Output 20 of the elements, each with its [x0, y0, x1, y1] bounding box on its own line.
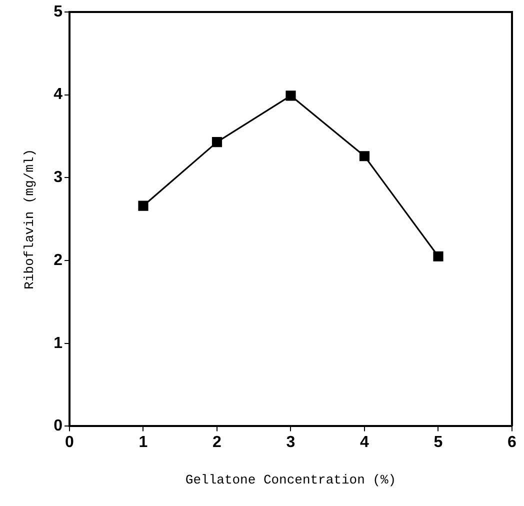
x-axis-title: Gellatone Concentration (%) [185, 472, 396, 488]
y-tick-label: 3 [54, 169, 63, 186]
x-tick-label: 5 [434, 434, 443, 452]
point [212, 137, 222, 148]
point [359, 151, 370, 162]
y-tick-label: 1 [54, 334, 63, 352]
x-tick-label: 0 [65, 434, 74, 452]
point [286, 90, 296, 101]
y-tick-label: 2 [54, 252, 63, 269]
y-tick-label: 0 [54, 418, 63, 435]
x-tick-label: 6 [508, 434, 517, 452]
y-tick-label: 5 [54, 3, 63, 20]
y-tick-label: 4 [54, 86, 63, 104]
x-tick-label: 4 [360, 434, 370, 452]
x-tick-label: 2 [212, 434, 222, 452]
point [138, 200, 148, 211]
x-tick-label: 3 [286, 434, 296, 452]
y-axis-title: Riboflavin (mg/ml) [22, 148, 38, 290]
point [433, 251, 444, 262]
x-tick-label: 1 [138, 434, 148, 452]
